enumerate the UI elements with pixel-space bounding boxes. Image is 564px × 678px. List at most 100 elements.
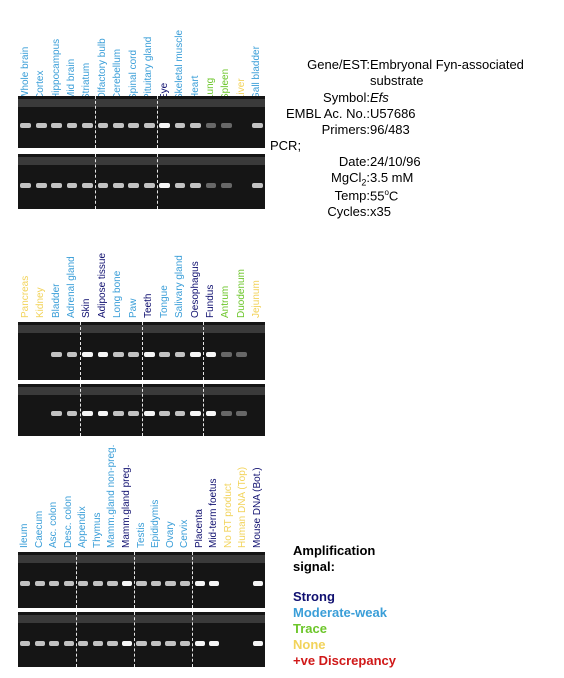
lane-label: Hippocampus bbox=[50, 38, 62, 100]
gel-band bbox=[107, 640, 118, 646]
gel-band bbox=[174, 352, 186, 358]
lane-label: Bladder bbox=[50, 283, 62, 318]
gel-band bbox=[194, 640, 205, 646]
gel-band bbox=[221, 352, 232, 358]
gel-band bbox=[174, 411, 186, 417]
lane-label: Spinal cord bbox=[127, 49, 139, 100]
mgcl-label: MgCl2: bbox=[331, 170, 370, 188]
legend-trace: Trace bbox=[293, 621, 327, 636]
lane-label: Human DNA (Top) bbox=[237, 466, 249, 548]
lane-label: Ileum bbox=[19, 523, 31, 548]
lane-group-divider bbox=[156, 154, 158, 209]
lane-label: Cervix bbox=[179, 519, 191, 548]
pcr-label: PCR; bbox=[270, 138, 302, 153]
gel-band bbox=[143, 182, 155, 188]
lane-label: Paw bbox=[127, 298, 139, 318]
gel-band bbox=[66, 411, 78, 417]
lane-group-divider bbox=[192, 552, 194, 608]
gel-band bbox=[82, 352, 93, 358]
gel-band bbox=[180, 640, 191, 646]
gel-band bbox=[121, 640, 133, 646]
gel-image-top-1 bbox=[18, 96, 265, 148]
gel-image-top-3 bbox=[18, 552, 265, 608]
gel-band bbox=[190, 182, 201, 188]
gel-band bbox=[165, 581, 176, 587]
gel-image-bottom-1 bbox=[18, 154, 265, 209]
gel-band bbox=[78, 640, 89, 646]
cycles-value: x35 bbox=[370, 204, 391, 219]
gel-band bbox=[35, 182, 47, 188]
gene-label: Gene/EST: bbox=[307, 57, 370, 72]
gel-band bbox=[49, 581, 60, 587]
gel-band bbox=[209, 581, 220, 587]
lane-label: Adipose tissue bbox=[96, 252, 108, 318]
gel-band bbox=[190, 123, 201, 129]
lane-label: Oesophagus bbox=[189, 261, 201, 318]
lane-label: Pituitary gland bbox=[143, 36, 155, 100]
gel-band bbox=[112, 411, 124, 417]
lane-label: Skeletal muscle bbox=[174, 29, 186, 100]
lane-label: Whole brain bbox=[19, 46, 31, 100]
gel-band bbox=[236, 411, 248, 417]
gel-band bbox=[66, 123, 78, 129]
gel-band bbox=[34, 581, 45, 587]
gene-value: Embryonal Fyn-associated bbox=[370, 57, 524, 72]
gel-band bbox=[205, 411, 217, 417]
gel-band bbox=[35, 123, 47, 129]
lane-label: Tongue bbox=[158, 285, 170, 318]
gel-band bbox=[143, 123, 155, 129]
gel-band bbox=[251, 182, 263, 188]
gel-band bbox=[136, 640, 147, 646]
gel-band bbox=[82, 411, 93, 417]
gel-band bbox=[128, 182, 140, 188]
gel-image-bottom-3 bbox=[18, 612, 265, 667]
legend-title-line1: Amplification bbox=[293, 543, 376, 558]
primers-value: 96/483 bbox=[370, 122, 410, 137]
gel-band bbox=[221, 123, 232, 129]
lane-label: Epididymis bbox=[150, 499, 162, 548]
gel-band bbox=[221, 182, 232, 188]
lane-label: Pancreas bbox=[19, 275, 31, 318]
gel-band bbox=[190, 411, 201, 417]
lane-group-divider bbox=[95, 96, 97, 148]
gel-band bbox=[51, 182, 62, 188]
lane-label: Antrum bbox=[220, 285, 232, 318]
gel-band bbox=[136, 581, 147, 587]
gel-band bbox=[190, 352, 201, 358]
gel-band bbox=[236, 352, 248, 358]
gel-band bbox=[20, 640, 31, 646]
lane-label: Long bone bbox=[112, 270, 124, 318]
gel-band bbox=[150, 640, 162, 646]
gel-wells bbox=[18, 555, 265, 563]
lane-label: Caecum bbox=[33, 510, 45, 548]
lane-label: Duodenum bbox=[235, 269, 247, 318]
legend-discrepancy: +ve Discrepancy bbox=[293, 653, 396, 668]
gel-band bbox=[112, 123, 124, 129]
gel-band bbox=[20, 581, 31, 587]
gel-band bbox=[63, 640, 74, 646]
gel-wells bbox=[18, 157, 265, 165]
lane-group-divider bbox=[76, 612, 78, 667]
gel-band bbox=[150, 581, 162, 587]
legend-none: None bbox=[293, 637, 326, 652]
gel-band bbox=[159, 352, 171, 358]
amplification-legend: Amplification signal: Strong Moderate-we… bbox=[293, 543, 396, 669]
cycles-label: Cycles: bbox=[327, 204, 370, 219]
lane-group-divider bbox=[79, 384, 81, 436]
gel-image-bottom-2 bbox=[18, 384, 265, 436]
gel-band bbox=[221, 411, 232, 417]
lane-group-divider bbox=[134, 612, 136, 667]
temp-value: 55oC bbox=[370, 188, 399, 204]
gel-band bbox=[63, 581, 74, 587]
gel-band bbox=[82, 182, 93, 188]
lane-label: Mid brain bbox=[66, 58, 78, 100]
gel-band bbox=[51, 352, 62, 358]
lane-label: Mamm.gland preg. bbox=[120, 464, 132, 548]
gel-panel-1: Whole brain Cortex Hippocampus Mid brain Str… bbox=[0, 0, 265, 210]
gel-wells bbox=[18, 615, 265, 623]
lane-label: Olfactory bulb bbox=[96, 38, 108, 100]
gel-wells bbox=[18, 99, 265, 107]
lane-label: Skin bbox=[81, 298, 93, 318]
gel-band bbox=[92, 640, 103, 646]
gel-band bbox=[174, 123, 186, 129]
